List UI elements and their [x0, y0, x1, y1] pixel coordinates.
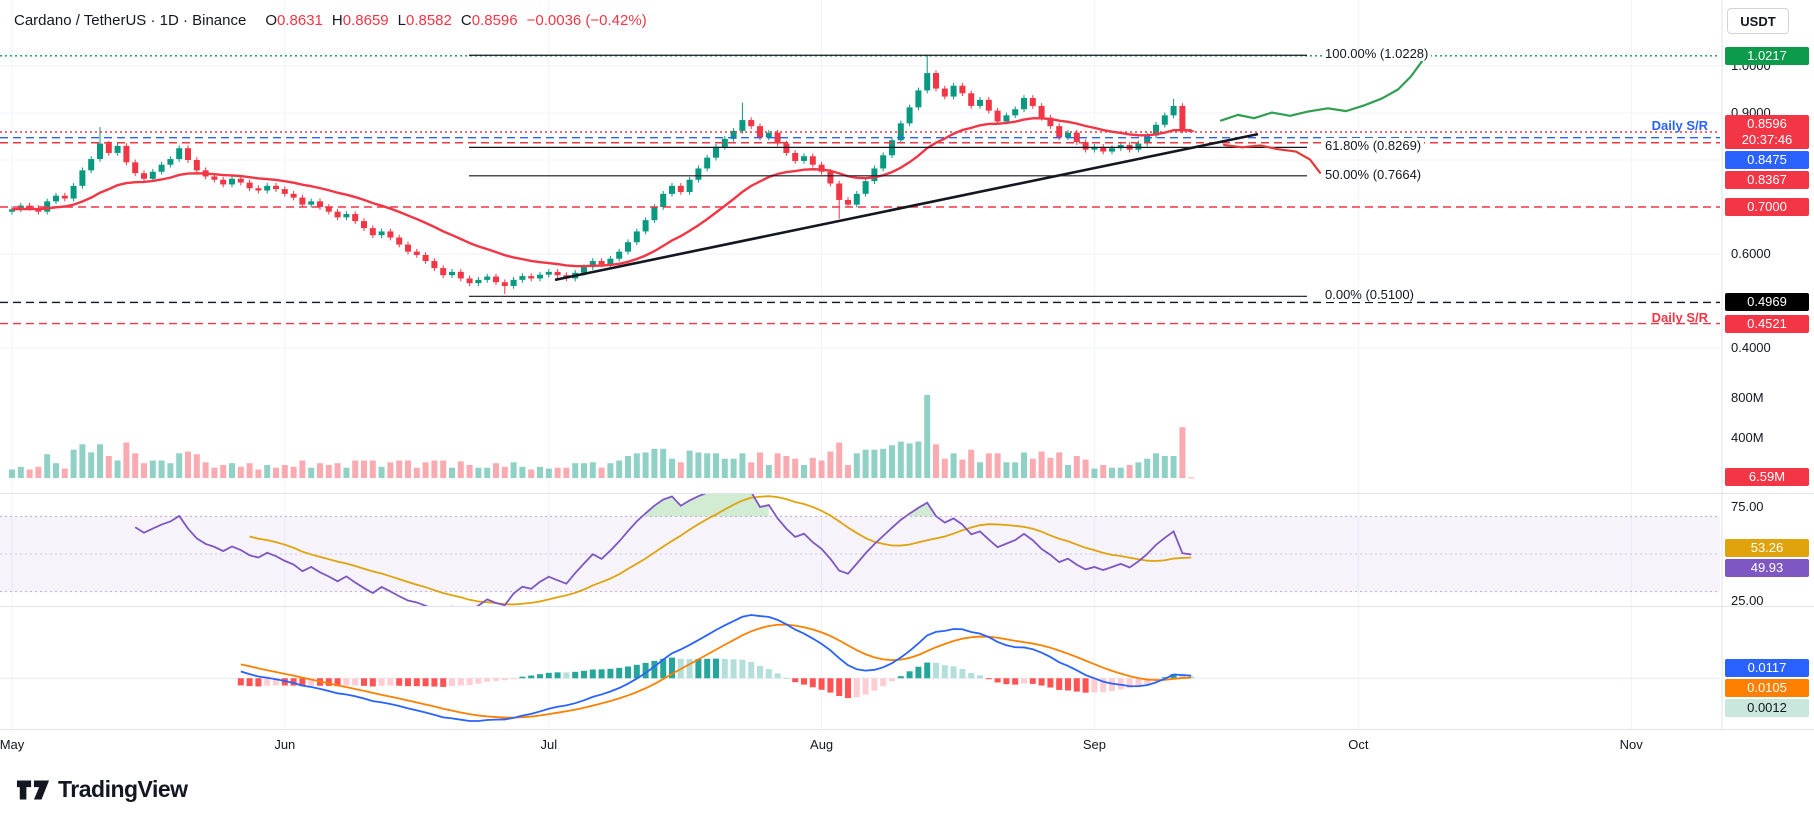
- time-axis-label: Sep: [1082, 737, 1106, 752]
- axis-badge-rsi-ma: 53.26: [1725, 538, 1809, 557]
- axis-badge-black-level: 0.4969: [1725, 293, 1809, 312]
- axis-label: 800M: [1731, 390, 1764, 405]
- fib-level-label[interactable]: 50.00% (0.7664): [1322, 166, 1425, 182]
- tradingview-logo-text: TradingView: [58, 776, 188, 802]
- axis-badge-rsi: 49.93: [1725, 558, 1809, 577]
- tradingview-logo[interactable]: TradingView: [16, 776, 188, 803]
- fib-level-label[interactable]: 61.80% (0.8269): [1322, 138, 1425, 154]
- daily-sr-label-upper: Daily S/R: [1651, 117, 1708, 133]
- ohlc-high-value: 0.8659: [342, 12, 389, 29]
- axis-label: 75.00: [1731, 499, 1764, 514]
- time-axis-label: Oct: [1348, 737, 1369, 752]
- ohlc-close-value: 0.8596: [471, 12, 518, 29]
- axis-label: 0.4000: [1731, 340, 1771, 355]
- ohlc-open-value: 0.8631: [277, 12, 323, 29]
- fib-level-label[interactable]: 100.00% (1.0228): [1322, 46, 1432, 62]
- ohlc-high-label: H: [331, 12, 343, 29]
- axis-label: 0.6000: [1731, 246, 1771, 261]
- time-axis-label: Aug: [810, 737, 834, 752]
- ohlc-values: O0.8631 H0.8659 L0.8582 C0.8596 −0.0036 (−0.…: [256, 12, 646, 29]
- ohlc-close-label: C: [460, 12, 472, 29]
- symbol-legend: Cardano / TetherUS · 1D · Binance O0.863…: [14, 12, 647, 29]
- time-axis-label: May: [0, 737, 25, 752]
- bar-countdown: 20:37:46: [1741, 131, 1793, 147]
- currency-toggle-button[interactable]: USDT: [1727, 8, 1789, 34]
- time-axis[interactable]: May Jun Jul Aug Sep Oct Nov: [0, 730, 1814, 760]
- axis-badge-sr-blue: 0.8475: [1725, 150, 1809, 169]
- axis-badge-volume: 6.59M: [1725, 468, 1809, 487]
- daily-sr-label-lower: Daily S/R: [1651, 309, 1708, 325]
- time-axis-label: Jul: [540, 737, 558, 752]
- time-axis-label: Nov: [1619, 737, 1643, 752]
- axis-label: 400M: [1731, 430, 1764, 445]
- axis-badge-sr-low: 0.4521: [1725, 314, 1809, 333]
- tradingview-logo-mark: [16, 780, 50, 799]
- axis-badge-last-price: 0.8596 20:37:46: [1725, 114, 1809, 149]
- axis-badge-sr-070: 0.7000: [1725, 198, 1809, 216]
- axis-badge-sr-mid: 0.8367: [1725, 170, 1809, 189]
- ohlc-low-value: 0.8582: [405, 12, 452, 29]
- axis-badge-target: 1.0217: [1725, 46, 1809, 65]
- axis-badge-macd: 0.0117: [1725, 658, 1809, 677]
- axis-badge-macd-hist: 0.0012: [1725, 698, 1809, 717]
- axis-badge-macd-signal: 0.0105: [1725, 678, 1809, 697]
- ohlc-low-label: L: [397, 12, 406, 29]
- symbol-title[interactable]: Cardano / TetherUS · 1D · Binance: [14, 12, 247, 29]
- change-value: −0.0036 (−0.42%): [526, 12, 647, 29]
- ohlc-open-label: O: [265, 12, 278, 29]
- axis-label: 25.00: [1731, 593, 1764, 608]
- time-axis-label: Jun: [274, 737, 296, 752]
- fib-level-label[interactable]: 0.00% (0.5100): [1322, 287, 1417, 303]
